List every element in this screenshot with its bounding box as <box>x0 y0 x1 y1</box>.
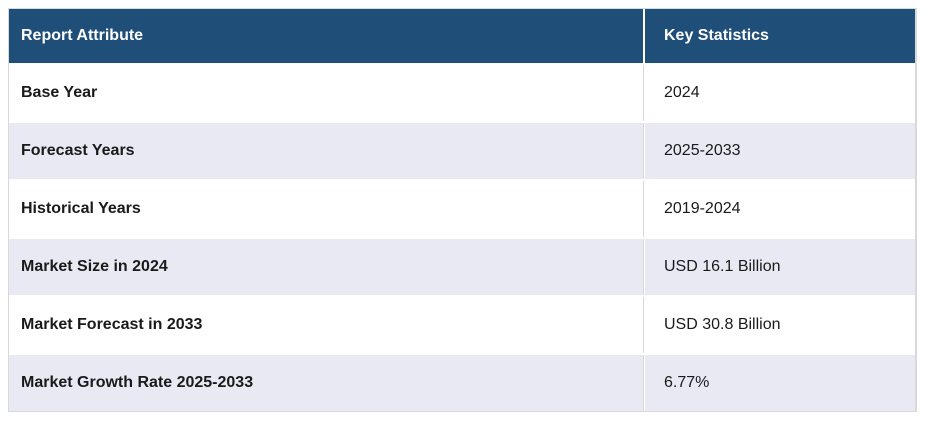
attribute-cell: Historical Years <box>9 181 644 237</box>
table-row-market-size: Market Size in 2024 USD 16.1 Billion <box>9 239 915 297</box>
column-header-report-attribute: Report Attribute <box>9 9 644 63</box>
column-header-key-statistics: Key Statistics <box>644 9 915 63</box>
table-header-row: Report Attribute Key Statistics <box>9 9 915 65</box>
value-cell: 2019-2024 <box>644 181 915 237</box>
table-row-market-forecast: Market Forecast in 2033 USD 30.8 Billion <box>9 297 915 355</box>
table-row-base-year: Base Year 2024 <box>9 65 915 123</box>
table-row-historical-years: Historical Years 2019-2024 <box>9 181 915 239</box>
value-cell: USD 30.8 Billion <box>644 297 915 353</box>
attribute-cell: Base Year <box>9 65 644 121</box>
report-attributes-table: Report Attribute Key Statistics Base Yea… <box>8 8 917 412</box>
table-row-forecast-years: Forecast Years 2025-2033 <box>9 123 915 181</box>
attribute-cell: Market Forecast in 2033 <box>9 297 644 353</box>
attribute-cell: Market Size in 2024 <box>9 239 644 295</box>
value-cell: 2025-2033 <box>644 123 915 179</box>
value-cell: USD 16.1 Billion <box>644 239 915 295</box>
table-row-market-growth-rate: Market Growth Rate 2025-2033 6.77% <box>9 355 915 411</box>
value-cell: 2024 <box>644 65 915 121</box>
attribute-cell: Market Growth Rate 2025-2033 <box>9 355 644 411</box>
value-cell: 6.77% <box>644 355 915 411</box>
attribute-cell: Forecast Years <box>9 123 644 179</box>
